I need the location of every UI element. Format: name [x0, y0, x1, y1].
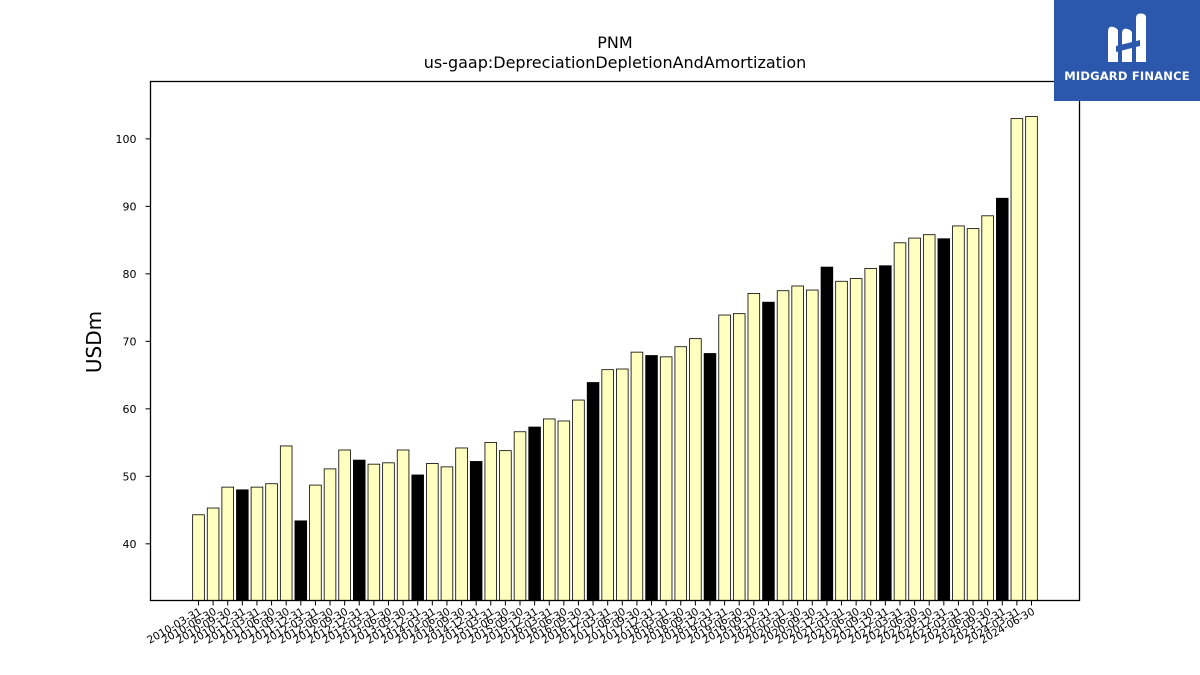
bar-2021-03-31 [835, 280, 848, 601]
bar-2018-03-31 [659, 356, 673, 601]
bar-2016-06-30 [557, 420, 571, 601]
chart-subtitle: us-gaap:DepreciationDepletionAndAmortiza… [424, 53, 807, 72]
logo-text: MIDGARD FINANCE [1064, 69, 1190, 83]
bar-2013-09-30 [396, 449, 410, 601]
bar-2016-09-30 [572, 399, 585, 601]
bar-2023-12-31 [996, 197, 1009, 601]
y-tick-label: 70 [123, 335, 137, 348]
bar-2022-12-31 [937, 238, 951, 601]
bar-2017-06-30 [616, 368, 629, 601]
bar-2013-12-31 [411, 474, 424, 601]
bar-2016-03-31 [542, 418, 556, 601]
y-tick-label: 80 [123, 268, 137, 281]
bar-2012-09-30 [338, 449, 351, 601]
bar-2020-09-30 [806, 289, 819, 601]
bar-2012-12-31 [353, 459, 366, 601]
bar-2022-09-30 [922, 234, 936, 601]
bar-2011-09-30 [279, 445, 293, 601]
bar-2015-03-31 [484, 442, 498, 601]
bar-2024-03-31 [1010, 118, 1024, 601]
y-tick-label: 50 [123, 470, 137, 483]
midgard-logo-icon [1108, 13, 1146, 63]
bar-2020-06-30 [791, 285, 804, 601]
y-axis-label: USDm [82, 311, 106, 373]
y-axis: 40 50 60 70 80 90 100 [116, 133, 151, 551]
bar-2023-09-30 [981, 215, 994, 601]
bar-2018-06-30 [674, 346, 688, 601]
bar-2010-03-31 [192, 514, 205, 601]
bar-2022-03-31 [893, 242, 907, 601]
bar-2012-06-30 [323, 468, 337, 601]
bar-2014-12-31 [469, 461, 483, 601]
bar-2017-03-31 [601, 369, 614, 601]
bar-2016-12-31 [586, 382, 600, 601]
bar-2013-03-31 [367, 463, 381, 601]
bar-2019-09-30 [747, 293, 761, 601]
bar-2011-12-31 [294, 520, 308, 601]
bar-2018-09-30 [689, 338, 702, 601]
bar-2021-12-31 [879, 265, 892, 601]
bar-2010-06-30 [206, 507, 220, 601]
bar-2017-09-30 [630, 351, 644, 601]
x-axis: 2010-03-312010-06-302010-09-302010-12-31… [145, 600, 1037, 647]
bar-2014-03-31 [426, 463, 439, 601]
bar-2015-09-30 [513, 431, 527, 601]
y-tick-label: 60 [123, 403, 137, 416]
bar-2021-06-30 [849, 278, 863, 601]
plot-frame [149, 80, 1081, 602]
bar-2019-06-30 [732, 313, 746, 601]
bar-2020-12-31 [820, 266, 834, 601]
bar-2019-03-31 [718, 314, 731, 601]
bar-2011-06-30 [265, 483, 278, 601]
y-tick-label: 90 [123, 200, 137, 213]
bar-2022-06-30 [908, 237, 921, 601]
bar-2023-03-31 [952, 225, 965, 601]
bar-2014-06-30 [440, 466, 454, 601]
y-tick-label: 100 [116, 133, 137, 146]
bars-group [192, 116, 1038, 601]
chart-title: PNM [597, 33, 632, 52]
bar-2012-03-31 [309, 484, 322, 601]
bar-2020-03-31 [776, 290, 790, 601]
bar-2011-03-31 [250, 486, 264, 601]
y-tick-label: 40 [123, 538, 137, 551]
bar-2015-12-31 [528, 426, 541, 601]
bar-2015-06-30 [499, 450, 512, 601]
bar-2017-12-31 [645, 355, 658, 601]
bar-2014-09-30 [455, 447, 468, 601]
bar-2019-12-31 [762, 301, 775, 601]
bar-2010-09-30 [221, 486, 234, 601]
bar-2023-06-30 [966, 228, 980, 601]
bar-2010-12-31 [236, 489, 249, 601]
bar-2018-12-31 [703, 353, 717, 601]
bar-2013-06-30 [382, 462, 395, 601]
bar-2021-09-30 [864, 268, 877, 601]
midgard-finance-logo: MIDGARD FINANCE [1054, 0, 1200, 101]
bar-2024-06-30 [1025, 116, 1038, 601]
